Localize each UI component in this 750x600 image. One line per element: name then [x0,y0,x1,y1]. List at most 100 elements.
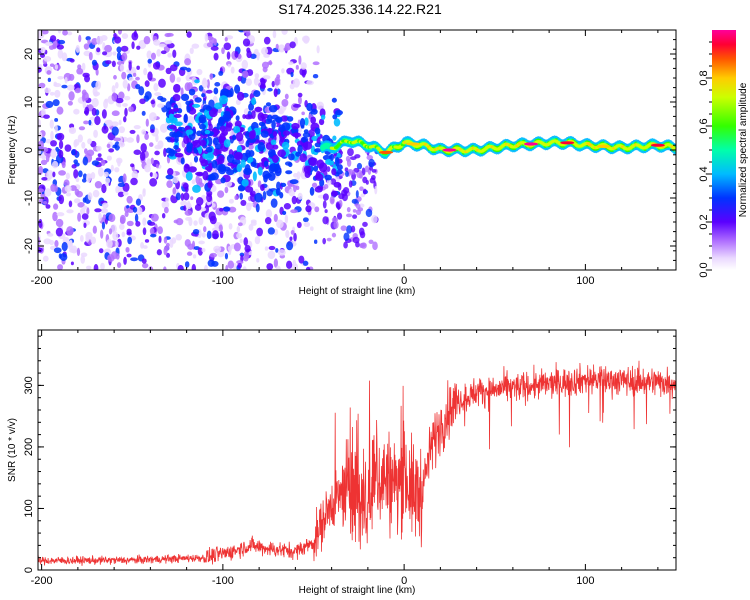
heatmap-cell [281,141,290,150]
heatmap-cell [205,89,213,94]
heatmap-cell [82,99,87,109]
heatmap-cell [53,83,62,88]
heatmap-cell [244,114,253,120]
heatmap-cell [192,184,201,193]
heatmap-cell [218,163,227,173]
heatmap-cell [254,236,261,245]
heatmap-cell [227,245,233,252]
heatmap-cell [333,181,342,188]
heatmap-cell [361,167,366,176]
heatmap-cell [299,117,306,128]
heatmap-cell [268,60,272,66]
heatmap-cell [224,37,228,42]
heatmap-cell [223,42,232,51]
heatmap-cell [184,210,193,216]
heatmap-cell [116,157,123,164]
heatmap-cell [267,87,273,92]
heatmap-cell [326,178,332,186]
heatmap-cell [218,224,223,232]
heatmap-cell [248,144,254,150]
heatmap-cell [242,266,247,270]
heatmap-cell [88,51,93,61]
heatmap-cell [111,251,118,260]
heatmap-cell [49,35,57,42]
heatmap-cell [133,30,138,38]
heatmap-cell [219,230,224,239]
heatmap-cell [225,90,233,98]
heatmap-cell [185,74,191,82]
heatmap-cell [74,88,81,94]
heatmap-cell [144,91,152,100]
heatmap-cell [199,139,207,147]
heatmap-cell [173,145,179,150]
heatmap-cell [101,183,107,194]
heatmap-cell [161,212,166,219]
heatmap-cell [292,103,301,108]
heatmap-cell [286,116,294,122]
heatmap-cell [211,159,218,169]
heatmap-cell [239,192,243,200]
heatmap-cell [167,52,173,58]
heatmap-cell [267,114,273,123]
heatmap-cell [296,221,302,229]
heatmap-cell [314,206,320,213]
heatmap-cell [132,206,138,213]
heatmap-cell [38,218,43,229]
heatmap-cell [73,198,81,204]
heatmap-cell [267,227,275,235]
spectrogram-y-tick-label: 0 [23,147,35,153]
heatmap-cell [74,188,80,196]
heatmap-cell [234,151,243,161]
heatmap-cell [245,140,250,148]
heatmap-cell [71,164,77,169]
heatmap-cell [55,218,64,228]
heatmap-cell [217,155,225,165]
heatmap-cell [348,180,353,188]
colorbar-gradient [712,30,736,270]
heatmap-cell [213,52,219,61]
heatmap-cell [312,74,319,79]
heatmap-cell [227,260,235,269]
heatmap-cell [115,240,119,248]
heatmap-cell [239,238,243,244]
heatmap-cell [260,130,269,138]
heatmap-cell [206,79,210,89]
heatmap-cell [371,214,378,224]
heatmap-cell [104,119,113,125]
heatmap-cell [119,223,125,230]
spectrogram-x-tick-label: -200 [31,275,53,287]
heatmap-cell [285,229,290,239]
colorbar-title: Normalized spectral amplitude [738,82,749,217]
heatmap-cell [219,95,228,105]
heatmap-cell [207,259,215,267]
heatmap-cell [144,80,150,87]
heatmap-cell [192,228,200,235]
heatmap-cell [78,126,86,131]
heatmap-cell [364,165,370,173]
heatmap-cell [260,113,270,119]
colorbar-tick-label: 0.4 [698,166,710,181]
heatmap-cell [300,62,307,70]
heatmap-cell [77,134,83,143]
heatmap-cell [57,30,62,34]
heatmap-cell [180,192,185,201]
heatmap-cell [52,211,58,222]
heatmap-cell [118,91,125,100]
heatmap-cell [343,232,350,241]
heatmap-cell [268,164,275,173]
heatmap-cell [303,221,311,227]
heatmap-cell [98,248,104,254]
heatmap-cell [85,265,92,270]
heatmap-cell [65,192,71,197]
heatmap-cell [254,192,263,203]
heatmap-cell [369,177,376,184]
heatmap-cell [183,192,190,201]
heatmap-cell [220,177,226,184]
heatmap-cell [277,44,286,53]
heatmap-cell [165,242,170,248]
heatmap-cell [142,188,146,193]
heatmap-cell [113,75,117,80]
heatmap-cell [141,258,147,264]
heatmap-cell [113,137,121,142]
heatmap-cell [101,159,106,166]
